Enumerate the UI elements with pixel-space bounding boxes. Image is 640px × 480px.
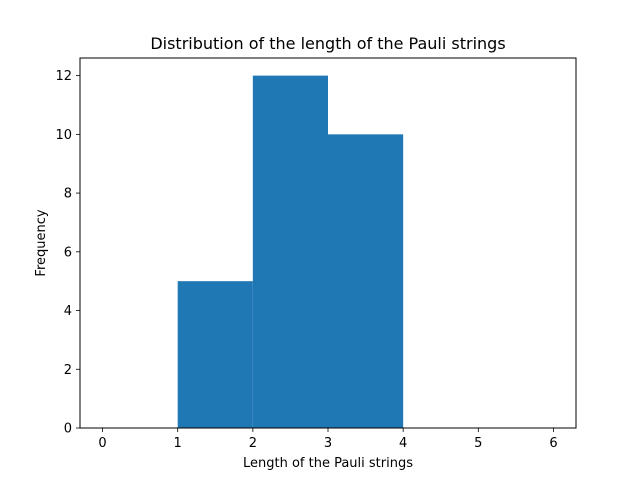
y-tick-label: 12 bbox=[55, 69, 72, 84]
y-axis-label: Frequency bbox=[34, 209, 49, 276]
y-tick-label: 4 bbox=[64, 304, 72, 319]
x-tick-label: 6 bbox=[549, 436, 557, 451]
chart-title: Distribution of the length of the Pauli … bbox=[150, 34, 505, 53]
histogram-bar-2 bbox=[252, 75, 328, 428]
x-axis-ticks: 0 1 2 3 4 5 6 bbox=[98, 428, 558, 451]
histogram-bar-3 bbox=[328, 134, 404, 428]
x-tick-label: 4 bbox=[399, 436, 407, 451]
y-tick-label: 8 bbox=[64, 187, 72, 202]
x-tick-label: 5 bbox=[474, 436, 482, 451]
y-tick-label: 2 bbox=[64, 363, 72, 378]
y-axis-ticks: 0 2 4 6 8 10 12 bbox=[55, 69, 80, 437]
bars-group bbox=[177, 75, 404, 428]
x-axis-label: Length of the Pauli strings bbox=[243, 456, 413, 471]
y-tick-label: 0 bbox=[64, 422, 72, 437]
x-tick-label: 1 bbox=[174, 436, 182, 451]
x-tick-label: 0 bbox=[98, 436, 106, 451]
y-tick-label: 10 bbox=[55, 128, 72, 143]
x-tick-label: 2 bbox=[249, 436, 257, 451]
x-tick-label: 3 bbox=[324, 436, 332, 451]
histogram-bar-1 bbox=[177, 281, 253, 428]
y-tick-label: 6 bbox=[64, 245, 72, 260]
